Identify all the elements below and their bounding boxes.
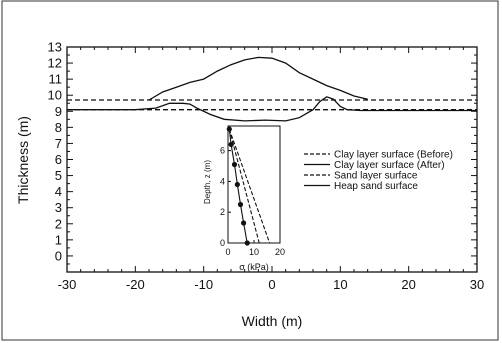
x-tick-label: -20 (126, 277, 145, 292)
legend-label: Sand layer surface (334, 171, 418, 182)
inset-data-point (226, 126, 232, 132)
inset-series-line-2 (228, 128, 271, 244)
legend-label: Clay layer surface (Before) (334, 150, 453, 161)
y-tick-label: 2 (55, 216, 62, 231)
inset-data-point (237, 201, 244, 208)
inset-y-tick-label: 0 (220, 238, 225, 248)
x-tick-label: 30 (470, 277, 484, 292)
inset-x-axis-label: σ (kPa) (239, 262, 269, 272)
x-tick-label: -10 (194, 277, 213, 292)
inset-data-point (228, 141, 234, 148)
main-x-ticks: -30 -20 -10 0 10 20 30 (58, 47, 484, 292)
inset-data-point (231, 161, 238, 168)
inset-data-point (234, 181, 240, 188)
y-tick-label: 6 (55, 152, 62, 167)
inset-y-tick-label: 4 (220, 176, 225, 186)
y-tick-label: 5 (55, 168, 62, 183)
legend-label: Clay layer surface (After) (334, 160, 445, 171)
inset-y-axis-label: Depth, z (m) (203, 160, 212, 204)
inset-x-tick-label: 0 (225, 247, 230, 257)
inset-chart: 0 10 20 0 2 4 6 σ (kPa) Depth, z (m) (203, 125, 285, 272)
y-tick-label: 11 (49, 72, 63, 87)
main-x-axis-label: Width (m) (242, 313, 303, 329)
y-tick-label: 1 (55, 232, 62, 247)
inset-data-point (244, 240, 250, 246)
y-tick-label: 13 (48, 40, 62, 55)
legend: Clay layer surface (Before)Clay layer su… (304, 150, 453, 192)
y-tick-label: 3 (55, 200, 62, 215)
main-y-axis-label: Thickness (m) (15, 116, 31, 204)
series-line-2 (67, 96, 477, 122)
inset-x-tick-label: 10 (249, 247, 259, 257)
x-tick-label: 20 (401, 277, 415, 292)
legend-label: Heap sand surface (334, 181, 418, 192)
x-tick-label: 0 (268, 277, 275, 292)
y-tick-label: 10 (48, 88, 62, 103)
x-tick-label: 10 (333, 277, 347, 292)
inset-y-tick-label: 6 (220, 146, 225, 156)
y-tick-label: 7 (55, 136, 62, 151)
inset-series (226, 126, 271, 246)
main-series (67, 56, 477, 122)
x-tick-label: -30 (58, 277, 77, 292)
inset-data-point (241, 220, 247, 226)
y-tick-label: 4 (55, 184, 62, 199)
inset-series-line-3 (228, 128, 260, 244)
y-tick-label: 12 (48, 56, 62, 71)
y-tick-label: 9 (55, 104, 62, 119)
inset-y-tick-label: 2 (220, 207, 225, 217)
y-tick-label: 8 (55, 120, 62, 135)
inset-x-tick-label: 20 (275, 247, 285, 257)
inset-x-ticks: 0 10 20 (225, 240, 285, 257)
series-line-4 (148, 56, 368, 101)
inset-y-ticks: 0 2 4 6 (220, 146, 231, 248)
y-tick-label: 0 (55, 248, 62, 263)
